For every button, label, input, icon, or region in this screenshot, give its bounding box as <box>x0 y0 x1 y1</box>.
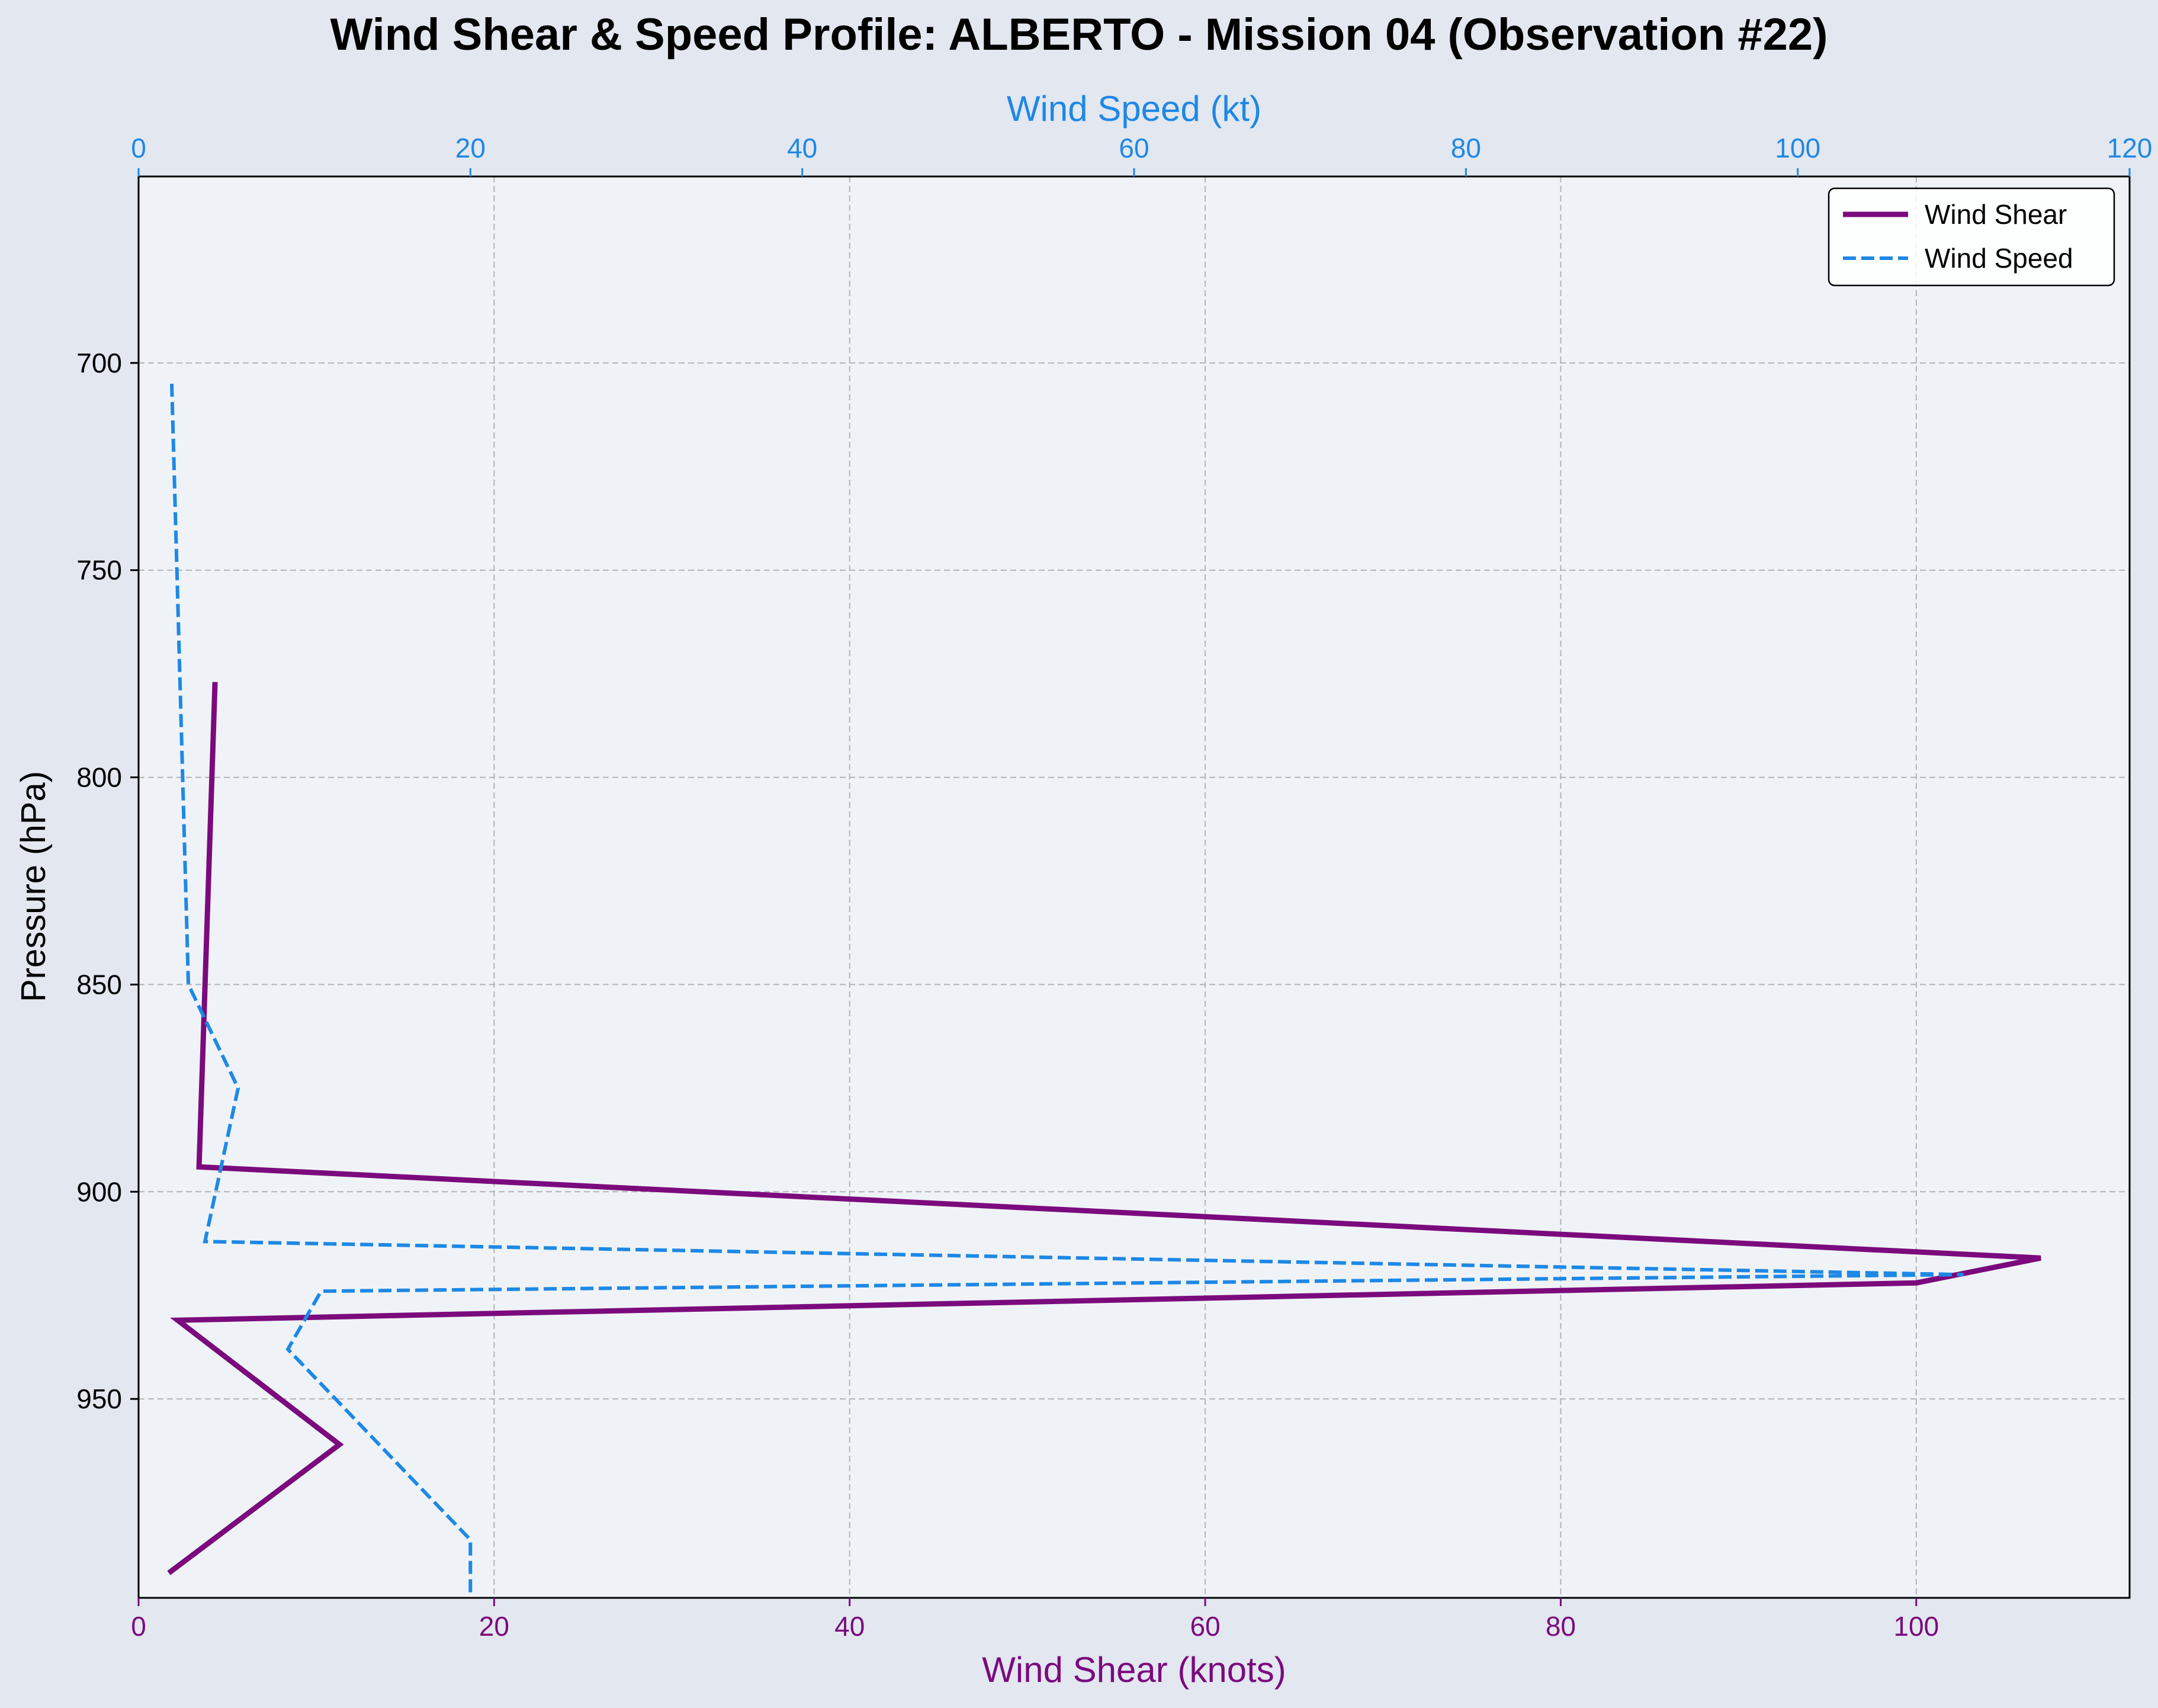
y-axis-label: Pressure (hPa) <box>14 771 53 1002</box>
legend-label-wind-shear: Wind Shear <box>1925 199 2067 230</box>
legend-label-wind-speed: Wind Speed <box>1925 243 2073 274</box>
series-line-wind-shear <box>167 682 2041 1575</box>
plot-area <box>139 176 2130 1598</box>
y-tick-label-700: 700 <box>76 348 122 378</box>
x-bottom-tick-label-60: 60 <box>1190 1611 1220 1642</box>
series-lines <box>167 383 2041 1598</box>
y-tick-label-850: 850 <box>76 969 122 1000</box>
grid-lines <box>139 176 2130 1598</box>
series-line-wind-speed <box>170 383 1964 1598</box>
x-top-tick-label-80: 80 <box>1451 133 1481 163</box>
x-top-tick-label-120: 120 <box>2107 133 2153 163</box>
x-bottom-tick-label-80: 80 <box>1546 1611 1576 1642</box>
y-tick-label-950: 950 <box>76 1383 122 1414</box>
x-bottom-tick-label-100: 100 <box>1893 1611 1939 1642</box>
x-top-tick-label-60: 60 <box>1119 133 1149 163</box>
x-top-tick-label-20: 20 <box>455 133 486 163</box>
x-bottom-tick-label-0: 0 <box>131 1611 146 1642</box>
axis-ticks: 700 750 800 850 900 950 0 20 40 60 80 100 0 20 40 60 80 1… <box>76 133 2152 1642</box>
x-bottom-tick-label-20: 20 <box>479 1611 509 1642</box>
x-top-tick-label-40: 40 <box>787 133 817 163</box>
y-tick-label-800: 800 <box>76 762 122 793</box>
x-axis-bottom-label: Wind Shear (knots) <box>982 1650 1286 1690</box>
legend: Wind Shear Wind Speed <box>1828 187 2115 287</box>
x-top-tick-label-100: 100 <box>1775 133 1820 163</box>
x-axis-top-label: Wind Speed (kt) <box>1007 89 1261 129</box>
chart-title: Wind Shear & Speed Profile: ALBERTO - Mi… <box>330 9 1828 60</box>
x-bottom-tick-label-40: 40 <box>834 1611 865 1642</box>
x-top-tick-label-0: 0 <box>131 133 146 163</box>
y-tick-label-900: 900 <box>76 1176 122 1207</box>
y-tick-label-750: 750 <box>76 555 122 586</box>
